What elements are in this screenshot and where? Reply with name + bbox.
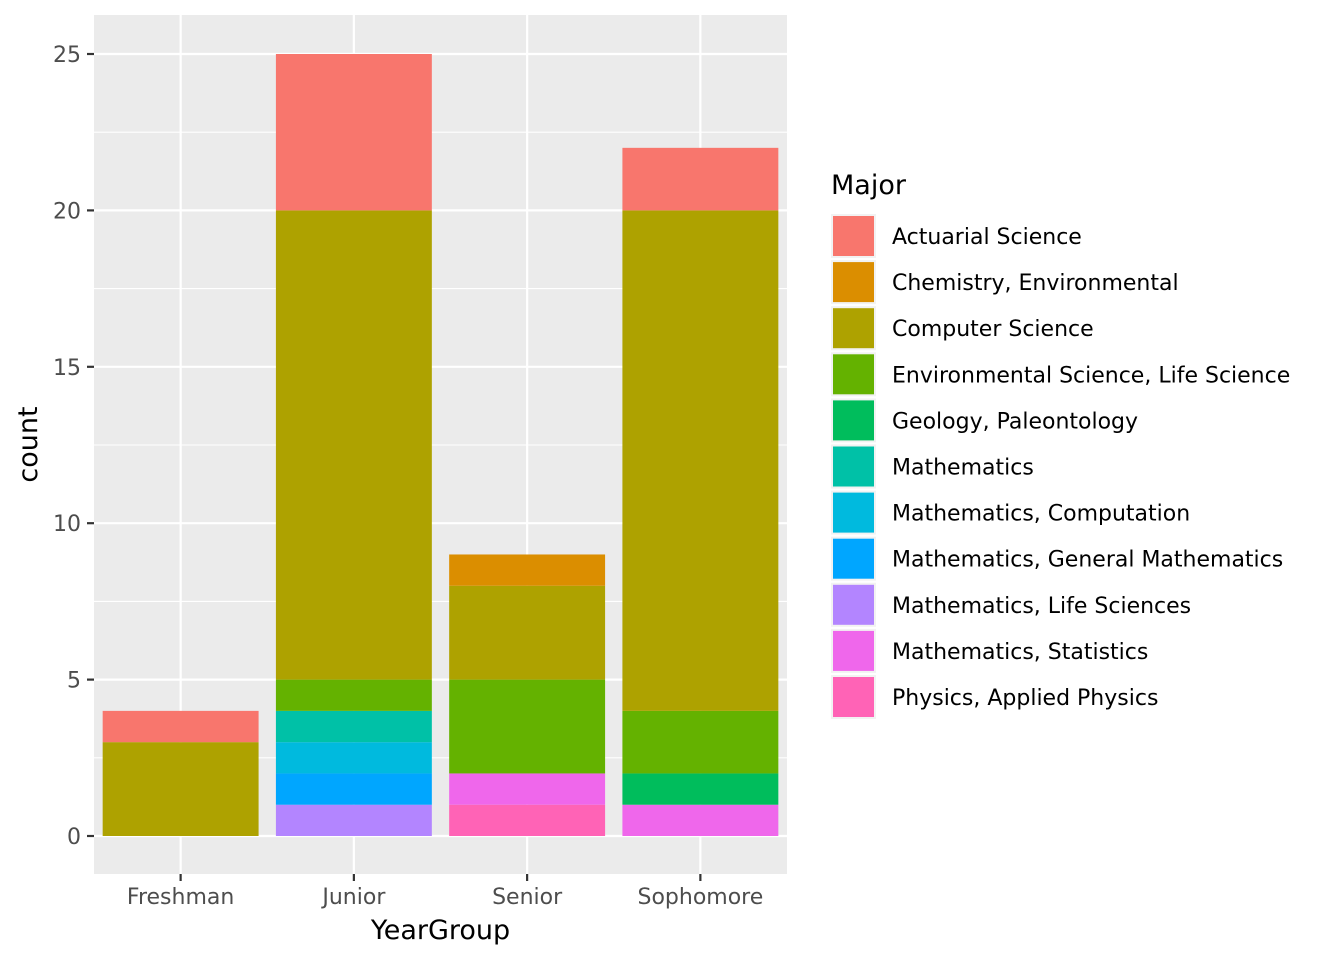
x-axis: Freshman Junior Senior Sophomore xyxy=(127,874,763,910)
x-tick-label: Sophomore xyxy=(637,885,763,910)
bars xyxy=(102,54,779,836)
bar-segment xyxy=(622,210,779,711)
bar-segment xyxy=(449,773,606,805)
bar-segment xyxy=(622,773,779,805)
x-tick-label: Freshman xyxy=(127,885,234,910)
bar-segment xyxy=(449,804,606,836)
legend-label: Geology, Paleontology xyxy=(892,409,1138,434)
legend-swatch xyxy=(833,308,874,349)
legend: Major Actuarial Science Chemistry, Enviro… xyxy=(831,170,1290,719)
legend-swatch xyxy=(833,216,874,256)
y-axis: 0 5 10 15 20 25 xyxy=(53,43,94,850)
legend-label: Mathematics, Life Sciences xyxy=(892,594,1191,619)
legend-label: Actuarial Science xyxy=(892,225,1082,250)
y-tick-label: 5 xyxy=(67,669,81,694)
legend-label: Chemistry, Environmental xyxy=(892,271,1179,296)
y-tick-label: 25 xyxy=(53,43,81,68)
legend-label: Computer Science xyxy=(892,317,1094,342)
legend-swatch xyxy=(833,446,874,487)
legend-label: Physics, Applied Physics xyxy=(892,686,1158,711)
bar-segment xyxy=(449,585,606,680)
bar-segment xyxy=(449,554,606,586)
y-tick-label: 10 xyxy=(53,512,81,537)
bar-segment xyxy=(102,742,259,836)
legend-swatch xyxy=(833,584,874,625)
bar-segment xyxy=(275,742,432,774)
legend-label: Mathematics, General Mathematics xyxy=(892,548,1283,573)
bar-segment xyxy=(275,210,432,680)
y-axis-title: count xyxy=(13,406,44,482)
legend-label: Mathematics, Computation xyxy=(892,502,1190,527)
bar-segment xyxy=(622,804,779,836)
bar-segment xyxy=(449,679,606,774)
legend-label: Mathematics xyxy=(892,456,1034,481)
legend-swatch xyxy=(833,538,874,579)
x-tick-label: Senior xyxy=(492,885,563,910)
x-axis-title: YearGroup xyxy=(370,915,510,946)
legend-label: Environmental Science, Life Science xyxy=(892,363,1290,388)
x-tick-label: Junior xyxy=(320,885,386,910)
bar-segment xyxy=(622,710,779,774)
bar-segment xyxy=(275,804,432,836)
legend-swatch xyxy=(833,630,874,671)
bar-segment xyxy=(622,147,779,211)
y-tick-label: 0 xyxy=(67,825,81,850)
legend-swatch xyxy=(833,400,874,441)
legend-title: Major xyxy=(831,170,907,201)
bar-segment xyxy=(275,710,432,743)
legend-swatch xyxy=(833,354,874,395)
bar-segment xyxy=(275,773,432,805)
legend-swatch xyxy=(833,677,874,717)
legend-label: Mathematics, Statistics xyxy=(892,640,1148,665)
bar-segment xyxy=(275,54,432,211)
bar-segment xyxy=(102,710,259,743)
legend-swatch xyxy=(833,492,874,533)
y-tick-label: 20 xyxy=(53,199,81,224)
bar-segment xyxy=(275,679,432,711)
y-tick-label: 15 xyxy=(53,356,81,381)
legend-swatch xyxy=(833,262,874,303)
